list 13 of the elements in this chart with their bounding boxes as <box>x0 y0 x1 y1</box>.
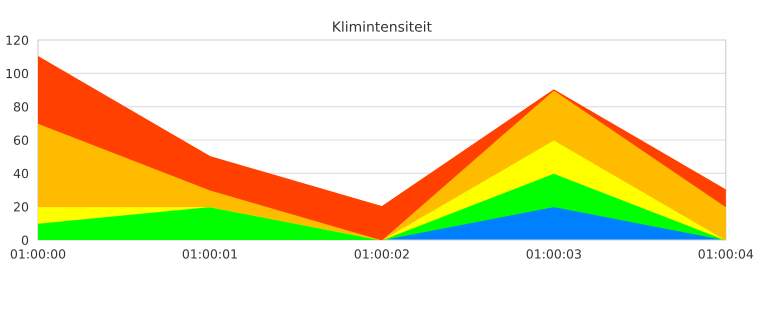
y-tick-label: 100 <box>6 68 28 78</box>
y-tick-label: 80 <box>14 102 28 112</box>
y-tick-label: 60 <box>14 135 28 145</box>
x-tick-label: 01:00:00 <box>10 249 66 259</box>
x-tick-label: 01:00:02 <box>354 249 409 259</box>
y-tick-label: 120 <box>6 35 28 45</box>
y-tick-label: 20 <box>14 202 28 212</box>
y-tick-label: 0 <box>22 235 28 245</box>
x-tick-label: 01:00:04 <box>698 249 754 259</box>
x-tick-label: 01:00:01 <box>182 249 237 259</box>
x-tick-label: 01:00:03 <box>526 249 581 259</box>
y-tick-label: 40 <box>14 168 28 178</box>
chart-title: Klimintensiteit <box>333 21 432 32</box>
